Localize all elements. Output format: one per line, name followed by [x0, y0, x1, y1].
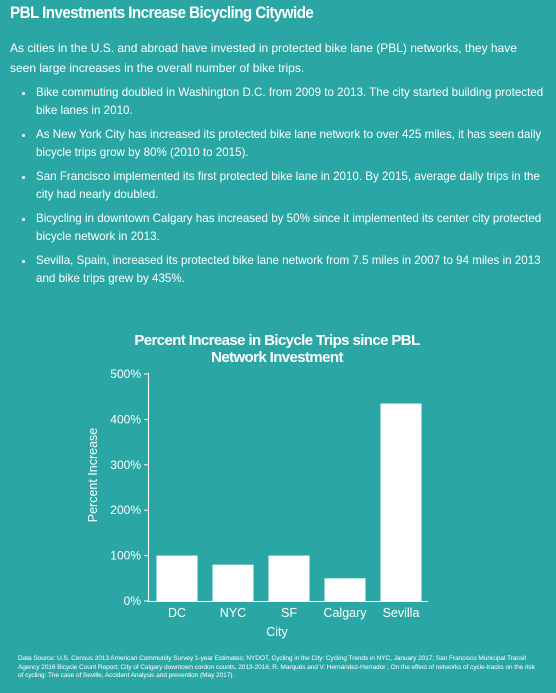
y-tick-label: 300% — [110, 458, 141, 472]
x-tick-label: SF — [281, 606, 297, 620]
x-tick-label: Calgary — [323, 606, 367, 620]
y-tick-label: 200% — [110, 503, 141, 517]
y-tick-label: 0% — [124, 594, 142, 608]
x-axis-label: City — [266, 625, 288, 639]
bar-nyc — [212, 564, 254, 601]
y-ticks: 0% 100% 200% 300% 400% 500% — [110, 367, 149, 608]
x-tick-label: NYC — [220, 606, 246, 620]
bullet-item: Bike commuting doubled in Washington D.C… — [34, 84, 554, 120]
bars — [156, 403, 422, 601]
chart-title-line-1: Percent Increase in Bicycle Trips since … — [134, 332, 420, 349]
x-tick-label: Sevilla — [383, 606, 420, 620]
bullet-item: As New York City has increased its prote… — [34, 126, 554, 162]
bullet-list: Bike commuting doubled in Washington D.C… — [16, 84, 554, 294]
bar-calgary — [324, 578, 366, 601]
chart-title-line-2: Network Investment — [211, 349, 343, 366]
bar-sf — [268, 555, 310, 601]
y-tick-label: 500% — [110, 367, 141, 381]
data-source-note: Data Source: U.S. Census 2013 American C… — [18, 655, 535, 680]
intro-paragraph: As cities in the U.S. and abroad have in… — [10, 41, 517, 75]
bar-dc — [156, 555, 198, 601]
bullet-item: San Francisco implemented its first prot… — [34, 168, 554, 204]
page-title: PBL Investments Increase Bicycling Cityw… — [10, 4, 314, 22]
bullet-item: Bicycling in downtown Calgary has increa… — [34, 210, 554, 246]
y-tick-label: 400% — [110, 412, 141, 426]
x-ticks: DC NYC SF Calgary Sevilla — [168, 606, 419, 620]
bullet-item: Sevilla, Spain, increased its protected … — [34, 252, 554, 288]
y-tick-label: 100% — [110, 549, 141, 563]
y-axis-label: Percent Increase — [86, 428, 100, 523]
x-tick-label: DC — [168, 606, 186, 620]
bar-sevilla — [380, 403, 422, 601]
bar-chart: Percent Increase in Bicycle Trips since … — [86, 332, 428, 639]
